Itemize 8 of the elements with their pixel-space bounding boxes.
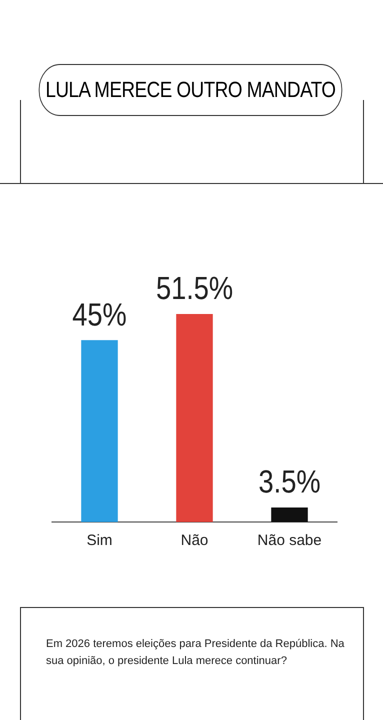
data-label: 45% — [72, 297, 127, 333]
data-label: 3.5% — [258, 464, 320, 500]
text: Em 2026 teremos eleições para Presidente da República. Na sua opinião, o presidente Lula merece continuar? — [46, 637, 346, 669]
chart-title: LULA MERECE OUTRO MANDATO — [38, 64, 342, 116]
data-label: 51.5% — [156, 271, 234, 307]
x-tick-label: Sim — [86, 532, 112, 550]
x-tick-label: Não sabe — [257, 532, 322, 550]
x-tick-label: Não — [180, 532, 208, 550]
